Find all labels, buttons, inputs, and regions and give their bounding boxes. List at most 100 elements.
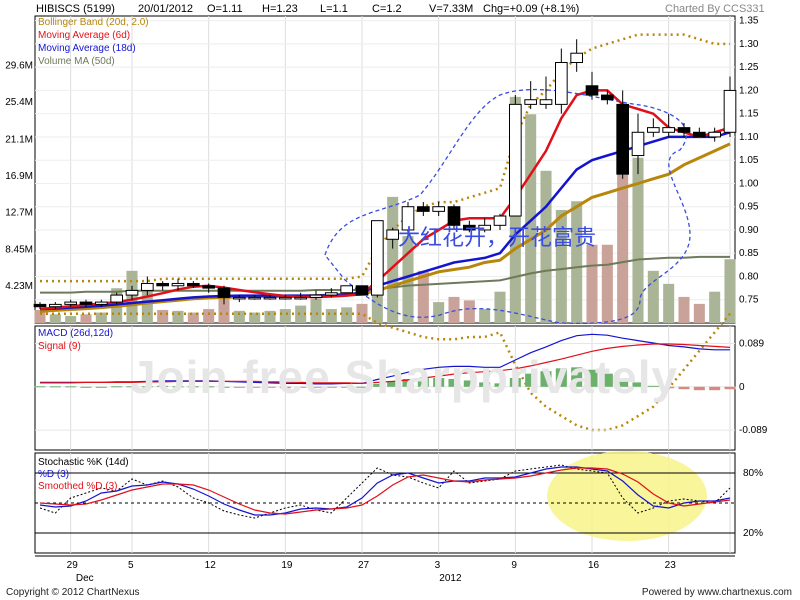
macd-histogram-bar	[356, 386, 368, 388]
volume-bar	[693, 303, 705, 323]
ma18-line	[39, 131, 731, 311]
candle-body	[294, 296, 307, 300]
candle-body	[478, 224, 491, 231]
legend-stoch-d: %D (3)	[38, 469, 70, 480]
candle-body	[585, 85, 599, 96]
low-label: L=1.1	[320, 3, 348, 15]
macd-histogram-bar	[448, 379, 460, 387]
volume-bar	[647, 270, 659, 323]
volume-tick-label: 12.7M	[5, 208, 33, 219]
panel-frame-0	[34, 15, 736, 324]
candle-body	[187, 282, 200, 287]
x-tick-label: 2012	[439, 573, 462, 584]
volume-bar	[371, 293, 383, 323]
charted-by-label: Charted By CCS331	[665, 3, 765, 15]
legend-stoch-smoothed: Smoothed %D (3)	[38, 481, 118, 492]
macd-tick-label: 0	[739, 382, 745, 393]
x-tick-label: 27	[358, 560, 370, 571]
volume-bar	[494, 291, 506, 323]
volume-bar	[95, 312, 107, 323]
candle-body	[647, 127, 660, 133]
volume-bar	[341, 307, 353, 323]
volume-bar	[448, 296, 460, 323]
volume-bar	[172, 310, 184, 323]
chinese-annotation: 大红花开，开花富贵	[398, 226, 597, 251]
macd-histogram-bar	[724, 386, 736, 390]
price-tick-label: 1.00	[739, 178, 759, 189]
volume-bar	[295, 305, 307, 323]
volume-bar	[463, 300, 475, 323]
macd-histogram-bar	[95, 386, 107, 388]
price-tick-label: 1.15	[739, 109, 759, 120]
candle-body	[355, 285, 369, 296]
ma6-line	[39, 89, 731, 311]
candle-body	[723, 89, 737, 133]
volume-bar	[601, 244, 613, 323]
x-tick-label: 16	[588, 560, 600, 571]
volume-tick-label: 8.45M	[5, 245, 33, 256]
legend-bollinger: Bollinger Band (20d, 2.0)	[38, 17, 149, 28]
macd-histogram-bar	[571, 367, 583, 387]
candle-body	[217, 287, 231, 298]
price-tick-label: 1.30	[739, 39, 759, 50]
macd-line	[40, 333, 730, 385]
volume-bar	[663, 283, 675, 323]
blue-outline-annotation	[324, 88, 691, 325]
macd-histogram-bar	[647, 385, 659, 387]
x-tick-label: 12	[205, 560, 217, 571]
macd-tick-label: -0.089	[739, 425, 768, 436]
symbol-label: HIBISCS (5199)	[36, 3, 115, 15]
volume-bar	[325, 309, 337, 323]
x-tick-label: 29	[67, 560, 79, 571]
macd-histogram-bar	[341, 386, 353, 388]
candle-body	[33, 303, 47, 308]
volume-label: V=7.33M	[429, 3, 474, 15]
price-tick-label: 0.95	[739, 202, 759, 213]
macd-tick-label: 0.089	[739, 339, 764, 350]
volume-tick-label: 4.23M	[5, 281, 33, 292]
x-tick-label: 23	[665, 560, 677, 571]
macd-histogram-bar	[617, 378, 629, 387]
macd-histogram-bar	[479, 382, 491, 387]
candle-body	[631, 131, 645, 157]
legend-ma6: Moving Average (6d)	[38, 30, 131, 41]
volume-bar	[65, 316, 77, 323]
macd-histogram-bar	[402, 379, 414, 387]
candle-body	[708, 131, 721, 138]
x-tick-label: Dec	[76, 573, 94, 584]
candle-body	[79, 301, 93, 305]
volume-bar	[187, 312, 199, 323]
legend-macd: MACD (26d,12d)	[38, 328, 114, 339]
volume-bar	[632, 157, 644, 323]
price-tick-label: 1.35	[739, 16, 759, 27]
macd-histogram-bar	[693, 386, 705, 391]
candle-body	[447, 206, 461, 226]
volume-bar	[34, 309, 46, 323]
candle-body	[248, 296, 261, 300]
volume-bar	[402, 236, 414, 323]
candle-body	[125, 289, 139, 296]
macd-histogram-bar	[325, 386, 337, 388]
volume-bar	[49, 314, 61, 323]
stoch-smoothed-line	[39, 467, 731, 515]
candle-body	[371, 220, 384, 296]
macd-histogram-bar	[141, 386, 153, 388]
macd-histogram-bar	[111, 386, 123, 388]
candle-body	[401, 206, 415, 231]
volume-bar	[525, 114, 537, 323]
volume-bar	[709, 291, 721, 323]
date-label: 20/01/2012	[138, 3, 194, 15]
volume-tick-label: 16.9M	[5, 171, 33, 182]
volume-bar	[571, 201, 583, 323]
volume-tick-label: 25.4M	[5, 97, 33, 108]
signal-line	[40, 343, 731, 385]
price-tick-label: 1.25	[739, 62, 759, 73]
volume-bar	[540, 170, 552, 323]
candle-body	[171, 282, 185, 287]
candle-body	[509, 103, 522, 217]
macd-histogram-bar	[126, 386, 138, 388]
price-tick-label: 0.85	[739, 248, 759, 259]
legend-ma18: Moving Average (18d)	[38, 43, 136, 54]
open-label: O=1.11	[207, 3, 243, 15]
highlight-ellipse	[547, 451, 707, 541]
